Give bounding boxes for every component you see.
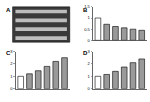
- svg-text:3: 3: [88, 49, 91, 54]
- svg-text:2: 2: [88, 61, 91, 66]
- svg-text:B: B: [83, 7, 88, 13]
- svg-text:D: D: [83, 50, 88, 56]
- svg-text:2: 2: [10, 61, 13, 66]
- svg-text:1: 1: [10, 74, 13, 79]
- svg-text:1.5: 1.5: [84, 4, 90, 9]
- svg-text:1: 1: [88, 74, 91, 79]
- svg-text:0.5: 0.5: [84, 27, 90, 32]
- svg-text:1: 1: [88, 15, 91, 20]
- svg-text:3: 3: [10, 49, 13, 54]
- svg-text:0: 0: [10, 86, 13, 91]
- svg-text:0: 0: [88, 86, 91, 91]
- svg-text:A: A: [6, 7, 11, 13]
- svg-text:0: 0: [88, 38, 91, 43]
- svg-text:C: C: [6, 50, 11, 56]
